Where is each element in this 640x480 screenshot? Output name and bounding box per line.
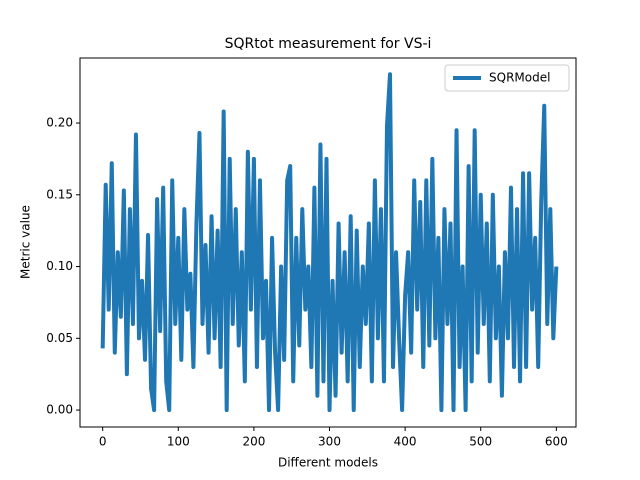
data-line [100,72,559,413]
x-tick-label: 600 [545,435,568,449]
x-tick-label: 0 [99,435,107,449]
x-tick-label: 100 [167,435,190,449]
x-tick-label: 300 [318,435,341,449]
legend-label: SQRModel [489,71,550,85]
axes-frame [79,57,577,428]
chart-title: SQRtot measurement for VS-i [225,36,432,52]
legend-box [444,64,570,92]
y-tick-label: 0.10 [46,259,73,273]
x-axis-label: Different models [278,456,378,470]
x-tick-label: 400 [394,435,417,449]
x-tick-label: 200 [242,435,265,449]
y-tick-label: 0.00 [46,403,73,417]
y-tick-label: 0.20 [46,116,73,130]
y-tick-label: 0.15 [46,187,73,201]
x-tick-label: 500 [469,435,492,449]
y-tick-label: 0.05 [46,331,73,345]
y-axis-label: Metric value [19,205,33,279]
